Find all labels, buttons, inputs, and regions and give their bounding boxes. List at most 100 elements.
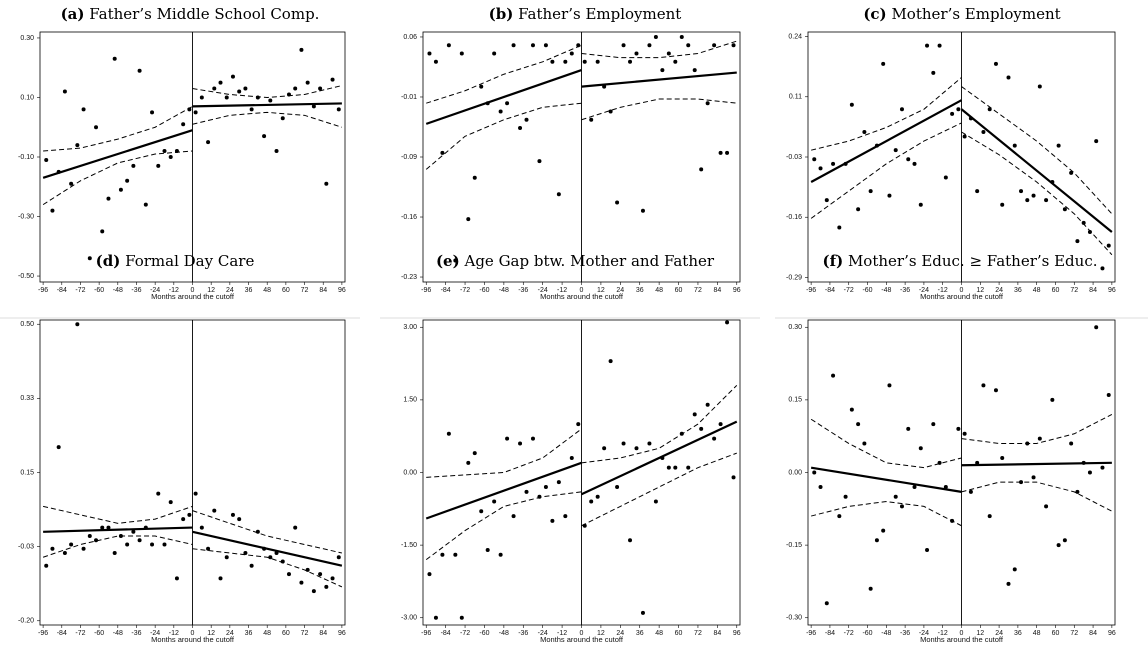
panel-title-text: Father’s Middle School Comp. [89, 5, 319, 23]
x-tick-label: 12 [207, 287, 215, 294]
fit-line [810, 99, 963, 183]
panel-label: (d) [96, 252, 121, 270]
scatter-point [81, 107, 86, 112]
x-tick-label: 96 [733, 287, 741, 294]
scatter-point [87, 534, 92, 539]
scatter-point [699, 426, 704, 431]
panel-label: (c) [863, 5, 886, 23]
panel-title: (f) Mother’s Educ. ≥ Father’s Educ. [823, 252, 1098, 270]
scatter-point [168, 500, 173, 505]
x-tick-label: -12 [938, 287, 948, 294]
scatter-point [628, 538, 633, 543]
confidence-band [192, 510, 343, 554]
scatter-point [1075, 239, 1080, 244]
fit-line [425, 461, 582, 520]
scatter-point [950, 518, 955, 523]
scatter-point [956, 426, 961, 431]
scatter-point [466, 217, 471, 222]
scatter-point [268, 98, 273, 103]
scatter-point [286, 572, 291, 577]
x-tick-label: -36 [518, 630, 528, 637]
scatter-point [837, 225, 842, 230]
x-tick-label: 48 [263, 287, 271, 294]
x-tick-label: 84 [713, 287, 721, 294]
x-tick-label: -48 [113, 287, 123, 294]
scatter-point [459, 51, 464, 56]
x-tick-label: -60 [862, 630, 872, 637]
y-tick-label: -0.20 [18, 618, 34, 625]
x-tick-label: -24 [538, 287, 548, 294]
y-tick-label: -0.09 [401, 154, 417, 161]
scatter-point [453, 552, 458, 557]
scatter-point [187, 512, 192, 517]
scatter-point [1019, 480, 1024, 485]
scatter-point [843, 494, 848, 499]
scatter-point [981, 130, 986, 134]
x-tick-label: 24 [226, 287, 234, 294]
scatter-point [615, 485, 620, 490]
scatter-point [453, 258, 458, 263]
x-tick-label: -24 [538, 630, 548, 637]
confidence-band [581, 98, 737, 121]
x-tick-label: -36 [900, 287, 910, 294]
scatter-point [666, 465, 671, 470]
scatter-point [255, 95, 260, 100]
scatter-point [199, 525, 204, 530]
scatter-point [621, 441, 626, 446]
x-tick-label: -24 [919, 287, 929, 294]
scatter-point [206, 546, 211, 551]
scatter-point [498, 552, 503, 557]
scatter-point [318, 86, 323, 91]
x-tick-label: 48 [1033, 630, 1041, 637]
y-tick-label: 0.00 [788, 469, 802, 476]
scatter-point [280, 559, 285, 564]
confidence-band [961, 131, 1113, 256]
scatter-point [143, 525, 148, 530]
scatter-point [1000, 455, 1005, 460]
scatter-point [168, 155, 173, 159]
x-tick-label: 72 [301, 630, 309, 637]
scatter-point [699, 167, 704, 172]
scatter-point [653, 499, 658, 504]
panel-title: (d) Formal Day Care [96, 252, 255, 270]
scatter-point [530, 43, 535, 48]
x-tick-label: 36 [245, 630, 253, 637]
scatter-point [893, 494, 898, 499]
scatter-point [1056, 143, 1061, 148]
scatter-point [550, 518, 555, 523]
confidence-band [810, 122, 962, 219]
scatter-point [881, 528, 886, 533]
scatter-point [943, 175, 948, 180]
x-tick-label: 84 [1089, 630, 1097, 637]
scatter-point [634, 446, 639, 451]
y-tick-label: 0.15 [788, 397, 802, 404]
scatter-point [862, 441, 867, 446]
scatter-point [131, 529, 136, 534]
x-tick-label: -48 [881, 630, 891, 637]
scatter-point [1069, 441, 1074, 446]
panel: (b) Father’s Employment -0.23 -0.16 -0.09 -0… [401, 5, 741, 301]
scatter-point [993, 388, 998, 393]
panel: (f) Mother’s Educ. ≥ Father’s Educ. -0.30… [786, 252, 1116, 644]
scatter-point [69, 542, 74, 547]
scatter-point [305, 80, 310, 85]
y-tick-label: 0.00 [403, 469, 417, 476]
x-tick-label: 60 [675, 287, 683, 294]
x-tick-label: -24 [150, 630, 160, 637]
scatter-point [1031, 475, 1036, 480]
scatter-point [237, 517, 242, 522]
scatter-point [243, 86, 248, 91]
scatter-point [712, 436, 717, 441]
scatter-point [446, 431, 451, 436]
scatter-point [812, 470, 817, 475]
x-tick-label: 72 [301, 287, 309, 294]
scatter-point [673, 465, 678, 470]
scatter-point [224, 95, 229, 100]
scatter-point [466, 460, 471, 465]
x-tick-label: 24 [995, 630, 1003, 637]
scatter-point [595, 59, 600, 64]
x-tick-label: 0 [191, 287, 195, 294]
x-tick-label: 84 [319, 287, 327, 294]
scatter-point [725, 150, 730, 155]
y-tick-label: -0.16 [401, 214, 417, 221]
